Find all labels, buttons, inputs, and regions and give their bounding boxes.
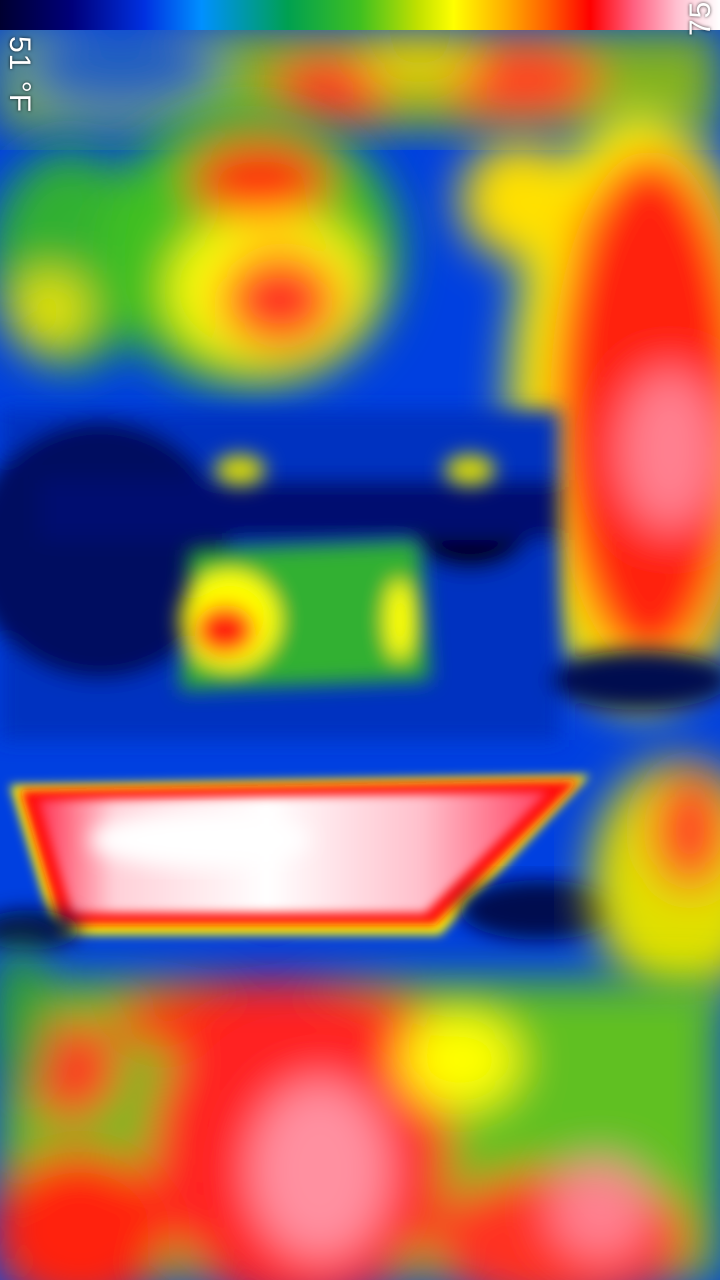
min-temperature-label: 51 °F [3,36,36,114]
bumper-shadow [0,880,620,950]
foliage-right [460,110,720,710]
foliage-lower-right [590,760,720,1000]
max-temperature-label: 75 °F [684,0,717,36]
ground-heat [0,940,720,1280]
license-plate-heat [10,775,590,935]
windshield-interior [180,455,495,690]
thermal-image [0,30,720,1280]
foliage-upper-left [0,110,400,390]
temperature-color-scale [0,0,720,30]
top-strip-heat [0,30,720,130]
